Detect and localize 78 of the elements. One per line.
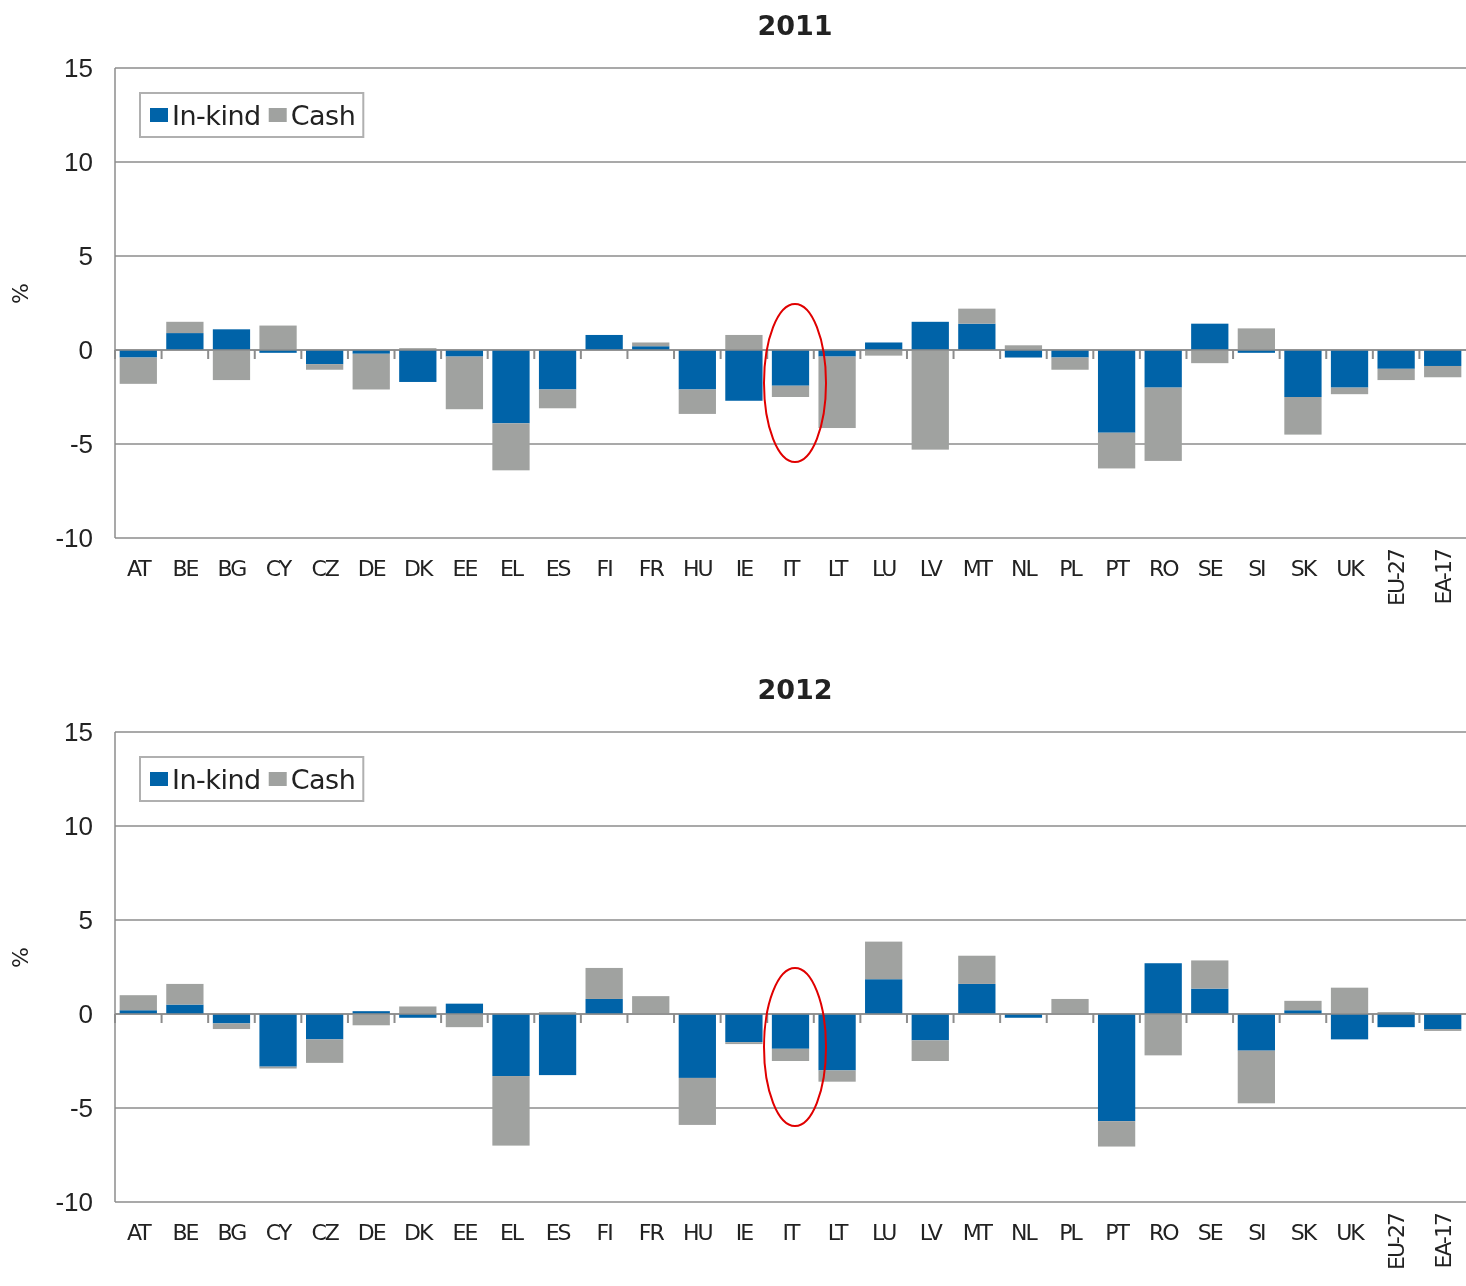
x-tick-label: MT <box>962 556 994 581</box>
x-tick-label: RO <box>1148 1220 1180 1245</box>
y-tick-label: 5 <box>78 904 93 935</box>
x-tick-label: LV <box>919 1220 943 1245</box>
y-tick-label: 10 <box>64 810 93 841</box>
y-tick-label: 0 <box>78 334 93 365</box>
x-tick-label: EA-17 <box>1430 549 1456 605</box>
x-tick-label: EL <box>499 1220 525 1245</box>
x-tick-label: PL <box>1059 556 1084 581</box>
legend-label: Cash <box>290 100 356 131</box>
x-tick-label: FI <box>596 1220 613 1245</box>
x-tick-label: UK <box>1336 556 1366 581</box>
legend-label: Cash <box>290 764 356 795</box>
x-tick-label: SE <box>1197 556 1223 581</box>
x-tick-label: CZ <box>311 556 340 581</box>
x-tick-label: BE <box>172 1220 199 1245</box>
x-tick-label: HU <box>683 556 713 581</box>
y-tick-label: 0 <box>78 998 93 1029</box>
x-tick-label: ES <box>545 556 571 581</box>
y-tick-label: -10 <box>55 522 93 553</box>
x-tick-label: EE <box>452 556 478 581</box>
y-tick-label: 15 <box>64 52 93 83</box>
x-tick-label: EU-27 <box>1384 549 1410 606</box>
chart-title: 2011 <box>757 10 833 41</box>
legend-label: In-kind <box>172 100 261 131</box>
x-tick-label: IT <box>782 1220 802 1245</box>
y-axis-title: % <box>8 283 33 305</box>
x-tick-label: EL <box>499 556 525 581</box>
x-tick-label: AT <box>126 556 153 581</box>
x-tick-label: CY <box>265 1220 293 1245</box>
x-tick-label: LV <box>919 556 943 581</box>
x-tick-label: DK <box>404 1220 435 1245</box>
x-tick-label: EE <box>452 1220 478 1245</box>
x-tick-label: LU <box>872 1220 897 1245</box>
x-tick-label: HU <box>683 1220 713 1245</box>
y-axis-title: % <box>8 947 33 969</box>
x-tick-label: RO <box>1148 556 1180 581</box>
x-tick-label: SI <box>1248 556 1266 581</box>
x-tick-label: LT <box>827 1220 849 1245</box>
x-tick-label: ES <box>545 1220 571 1245</box>
x-tick-label: PL <box>1059 1220 1084 1245</box>
x-tick-label: SK <box>1290 556 1318 581</box>
x-tick-label: BG <box>217 1220 247 1245</box>
x-tick-label: EU-27 <box>1384 1213 1410 1270</box>
x-tick-label: FI <box>596 556 613 581</box>
y-tick-label: -5 <box>69 1092 93 1123</box>
x-tick-label: IT <box>782 556 802 581</box>
x-tick-label: DK <box>404 556 435 581</box>
x-tick-label: UK <box>1336 1220 1366 1245</box>
x-tick-label: NL <box>1011 556 1039 581</box>
x-tick-label: SK <box>1290 1220 1318 1245</box>
x-tick-label: FR <box>638 1220 665 1245</box>
y-tick-label: 5 <box>78 240 93 271</box>
x-tick-label: MT <box>962 1220 994 1245</box>
x-tick-label: DE <box>357 1220 386 1245</box>
x-tick-label: IE <box>735 556 754 581</box>
x-tick-label: BE <box>172 556 199 581</box>
x-tick-label: CY <box>265 556 293 581</box>
y-tick-label: -10 <box>55 1186 93 1217</box>
x-tick-label: LU <box>872 556 897 581</box>
x-tick-label: DE <box>357 556 386 581</box>
x-tick-label: SE <box>1197 1220 1223 1245</box>
y-tick-label: -5 <box>69 428 93 459</box>
x-tick-label: IE <box>735 1220 754 1245</box>
x-tick-label: EA-17 <box>1430 1213 1456 1269</box>
chart-title: 2012 <box>757 674 833 705</box>
y-tick-label: 15 <box>64 716 93 747</box>
x-tick-label: LT <box>827 556 849 581</box>
x-tick-label: CZ <box>311 1220 340 1245</box>
y-tick-label: 10 <box>64 146 93 177</box>
x-tick-label: BG <box>217 556 247 581</box>
legend-label: In-kind <box>172 764 261 795</box>
x-tick-label: SI <box>1248 1220 1266 1245</box>
x-tick-label: AT <box>126 1220 153 1245</box>
x-tick-label: PT <box>1105 1220 1131 1245</box>
x-tick-label: FR <box>638 556 665 581</box>
x-tick-label: PT <box>1105 556 1131 581</box>
x-tick-label: NL <box>1011 1220 1039 1245</box>
